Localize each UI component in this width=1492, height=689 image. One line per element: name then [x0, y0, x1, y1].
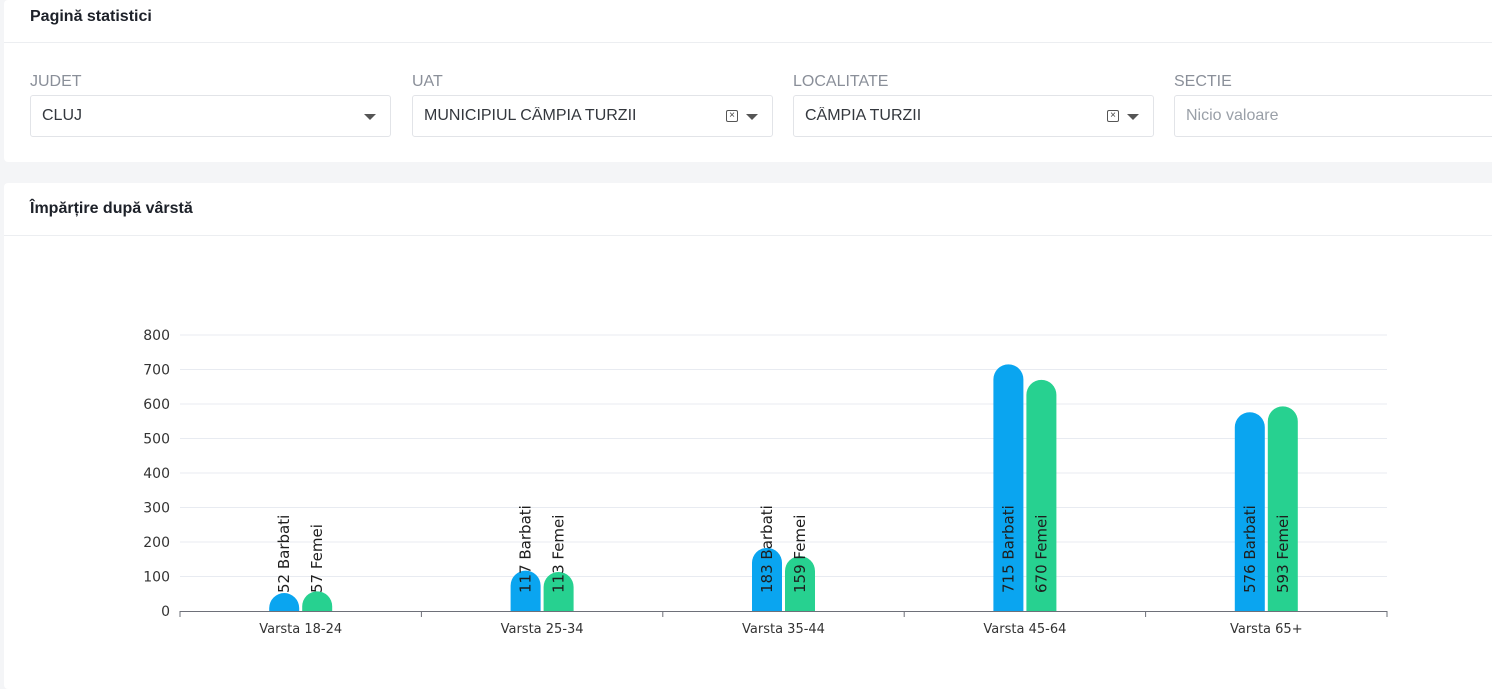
bar-barbati	[510, 570, 541, 611]
uat-select[interactable]: MUNICIPIUL CÂMPIA TURZII ×	[412, 95, 773, 137]
judet-select[interactable]: CLUJ	[30, 95, 391, 137]
filter-judet: JUDET CLUJ	[30, 72, 391, 137]
data-label: 715 Barbati	[999, 505, 1017, 593]
x-tick-label: Varsta 65+	[1230, 622, 1303, 637]
bar-femei	[543, 572, 574, 611]
filter-sectie: SECTIE Nicio valoare	[1174, 72, 1492, 137]
bar-femei	[785, 556, 815, 611]
filter-localitate: LOCALITATE CÂMPIA TURZII ×	[793, 72, 1154, 137]
x-tick-label: Varsta 25-34	[501, 622, 584, 637]
y-tick-label: 300	[143, 501, 170, 517]
data-label: 593 Femei	[1274, 515, 1292, 593]
data-label: 670 Femei	[1032, 515, 1050, 593]
bar-barbati	[1234, 412, 1265, 611]
sectie-label: SECTIE	[1174, 73, 1232, 90]
chart-card: Împărțire după vârstă 0 100 200 300 400 500 60…	[4, 183, 1492, 689]
y-tick-label: 800	[143, 328, 170, 344]
chevron-down-icon[interactable]	[746, 114, 758, 120]
data-label: 117 Barbati	[517, 505, 535, 593]
bar-barbati	[269, 593, 300, 611]
localitate-select[interactable]: CÂMPIA TURZII ×	[793, 95, 1154, 137]
bar-femei	[302, 591, 333, 611]
judet-value: CLUJ	[42, 107, 83, 124]
sectie-placeholder: Nicio valoare	[1186, 107, 1279, 124]
x-tick-label: Varsta 45-64	[983, 622, 1066, 637]
bar-femei	[1026, 379, 1057, 611]
bar-barbati	[993, 364, 1024, 611]
y-tick-label: 700	[143, 363, 170, 379]
y-tick-label: 100	[143, 570, 170, 586]
y-tick-label: 0	[161, 604, 170, 620]
data-label: 576 Barbati	[1241, 505, 1259, 593]
uat-label: UAT	[412, 73, 443, 90]
page-title: Pagină statistici	[4, 0, 1492, 43]
data-label: 183 Barbati	[758, 505, 776, 593]
y-tick-label: 600	[143, 397, 170, 413]
sectie-select[interactable]: Nicio valoare	[1174, 95, 1492, 137]
clear-icon[interactable]: ×	[726, 110, 738, 122]
x-tick-label: Varsta 18-24	[259, 622, 342, 637]
bar-barbati	[752, 547, 782, 611]
data-label: 113 Femei	[550, 515, 568, 593]
x-tick-label: Varsta 35-44	[742, 622, 825, 637]
judet-label: JUDET	[30, 73, 82, 90]
filter-uat: UAT MUNICIPIUL CÂMPIA TURZII ×	[412, 72, 773, 137]
filters-card: Pagină statistici JUDET CLUJ UAT MUNICIP…	[4, 0, 1492, 162]
clear-icon[interactable]: ×	[1107, 110, 1119, 122]
y-tick-label: 500	[143, 432, 170, 448]
chevron-down-icon[interactable]	[364, 114, 376, 120]
y-tick-label: 200	[143, 535, 170, 551]
y-tick-label: 400	[143, 466, 170, 482]
chart-section-title: Împărțire după vârstă	[4, 183, 1492, 236]
localitate-value: CÂMPIA TURZII	[805, 107, 922, 124]
data-label: 57 Femei	[308, 524, 326, 593]
data-label: 52 Barbati	[275, 515, 293, 593]
chevron-down-icon[interactable]	[1127, 114, 1139, 120]
localitate-label: LOCALITATE	[793, 73, 889, 90]
data-label: 159 Femei	[791, 515, 809, 593]
uat-value: MUNICIPIUL CÂMPIA TURZII	[424, 107, 637, 124]
bar-femei	[1267, 406, 1298, 611]
age-bar-chart: 0 100 200 300 400 500 600 700 800 Varsta 18-24 52 …	[143, 328, 1388, 637]
